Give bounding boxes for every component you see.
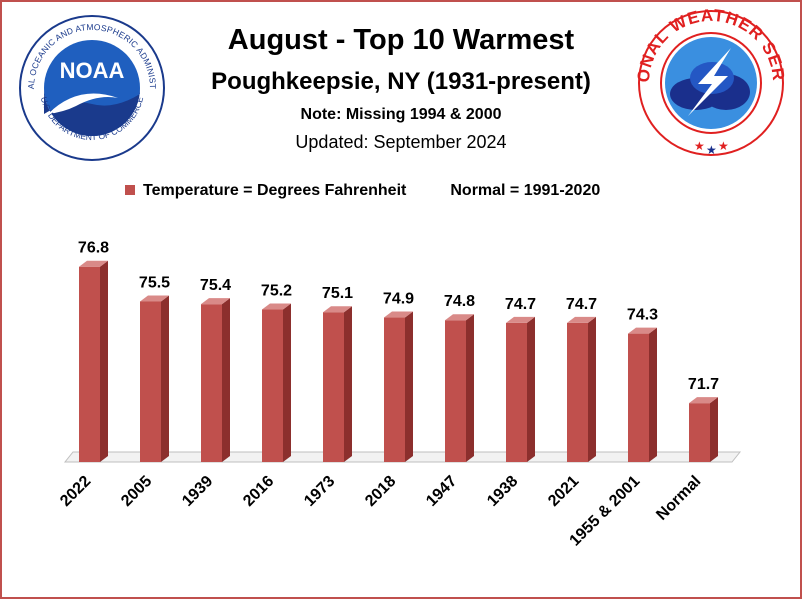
bar <box>201 304 222 462</box>
bar-top <box>201 298 230 305</box>
nws-logo: NATIONAL WEATHER SERVICE ★ ★ ★ <box>636 8 786 157</box>
bar-side <box>344 306 352 462</box>
x-tick-label: 2021 <box>545 473 582 510</box>
legend-normal-label: Normal = 1991-2020 <box>450 182 601 199</box>
x-tick-label: Normal <box>653 473 704 524</box>
bar <box>689 403 710 462</box>
bar <box>384 317 405 462</box>
bar <box>140 301 161 462</box>
legend-series-label: Temperature = Degrees Fahrenheit <box>143 182 407 199</box>
nws-star-icon: ★ <box>718 139 729 153</box>
bar-side <box>649 327 657 462</box>
bar-top <box>384 311 413 318</box>
bar <box>323 312 344 462</box>
bar-top <box>323 306 352 313</box>
data-label: 76.8 <box>78 240 109 257</box>
bar-side <box>283 303 291 462</box>
x-tick-label: 1973 <box>301 473 338 510</box>
data-label: 75.1 <box>322 285 353 302</box>
chart-subtitle: Poughkeepsie, NY (1931-present) <box>211 68 591 95</box>
bar-side <box>466 314 474 462</box>
data-label: 74.7 <box>566 296 597 313</box>
bar-top <box>689 397 718 404</box>
x-tick-label: 1938 <box>484 473 521 510</box>
bar-top <box>262 303 291 310</box>
x-tick-label: 2005 <box>118 473 155 510</box>
x-tick-label: 1939 <box>179 473 216 510</box>
nws-star-icon: ★ <box>706 143 717 157</box>
bar-side <box>222 298 230 462</box>
noaa-logo: NOAA NATIONAL OCEANIC AND ATMOSPHERIC AD… <box>18 14 165 161</box>
bar-top <box>445 314 474 321</box>
bar <box>445 320 466 462</box>
data-label: 74.3 <box>627 307 658 324</box>
noaa-text: NOAA <box>60 58 125 83</box>
nws-star-icon: ★ <box>694 139 705 153</box>
bar <box>262 309 283 462</box>
bar-side <box>710 397 718 462</box>
chart-title: August - Top 10 Warmest <box>227 24 575 56</box>
data-label: 75.4 <box>200 277 231 294</box>
bar <box>567 322 588 462</box>
data-label: 74.8 <box>444 293 475 310</box>
updated-date: Updated: September 2024 <box>295 132 507 152</box>
chart-note: Note: Missing 1994 & 2000 <box>300 106 502 123</box>
data-label: 71.7 <box>688 376 719 393</box>
data-label: 75.2 <box>261 283 292 300</box>
bar-side <box>405 311 413 462</box>
legend-swatch <box>125 185 135 195</box>
bar-top <box>140 295 169 302</box>
bar-side <box>588 316 596 462</box>
bar-top <box>506 316 535 323</box>
x-tick-label: 2022 <box>57 473 94 510</box>
bar <box>628 333 649 462</box>
x-tick-label: 1947 <box>423 473 460 510</box>
data-label: 75.5 <box>139 275 170 292</box>
bar-side <box>527 316 535 462</box>
bar-side <box>100 260 108 462</box>
bar <box>79 266 100 462</box>
data-label: 74.9 <box>383 291 414 308</box>
bar <box>506 322 527 462</box>
data-label: 74.7 <box>505 296 536 313</box>
bar-side <box>161 295 169 462</box>
bar-top <box>628 327 657 334</box>
x-tick-label: 2016 <box>240 473 277 510</box>
x-tick-label: 2018 <box>362 473 399 510</box>
bar-top <box>79 260 108 267</box>
legend: Temperature = Degrees Fahrenheit Normal =… <box>125 182 600 202</box>
bar-top <box>567 316 596 323</box>
